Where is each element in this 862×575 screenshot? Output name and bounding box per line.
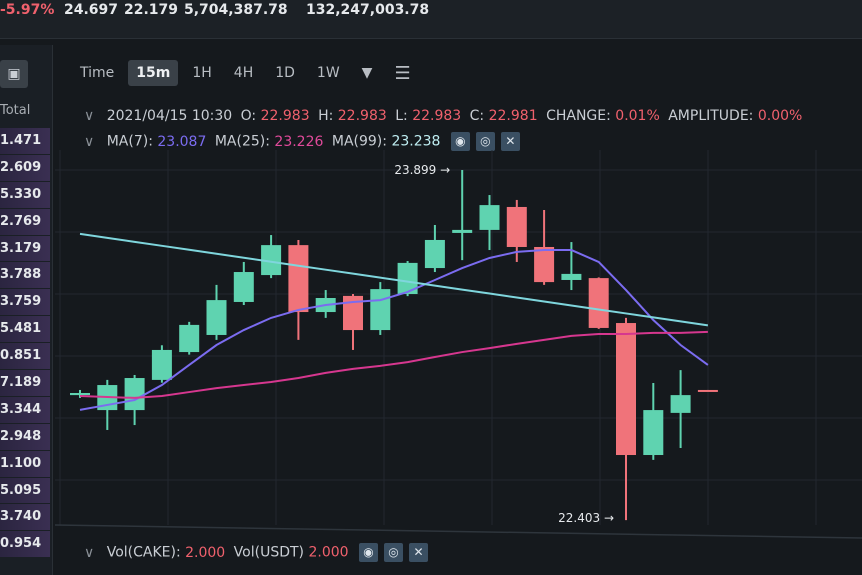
amplitude-value: 0.00%	[757, 108, 803, 124]
low-value: 22.983	[412, 108, 462, 124]
ticker-high: 24.697	[64, 2, 119, 18]
order-book-row[interactable]: 0.954	[0, 531, 50, 559]
interval-time[interactable]: Time	[80, 65, 115, 81]
order-book-row[interactable]: 5.330	[0, 181, 50, 209]
ticker-bar: -5.97% 24.697 22.179 5,704,387.78 132,24…	[0, 0, 862, 39]
candle-body	[588, 278, 609, 328]
candle-body	[616, 323, 636, 456]
close-value: 22.981	[488, 108, 538, 124]
candle-body	[70, 393, 90, 396]
order-book-rows: 1.471 2.609 5.330 2.769 3.179 3.788 3.759 5.481…	[0, 128, 50, 559]
interval-15m[interactable]: 15m	[128, 60, 179, 86]
candle-body	[506, 206, 527, 247]
order-book-row[interactable]: 3.740	[0, 504, 50, 532]
order-book-row[interactable]: 7.189	[0, 370, 50, 397]
change-value: 0.01%	[615, 108, 660, 124]
ma25-value: 23.226	[274, 133, 324, 150]
order-book-row[interactable]: 3.179	[0, 235, 50, 263]
order-book: ▣ Total 1.471 2.609 5.330 2.769 3.179 3.788 3.…	[0, 45, 53, 575]
candle-body	[534, 246, 555, 283]
candle-body	[151, 349, 172, 380]
high-label: H:	[318, 108, 334, 124]
chevron-down-icon[interactable]: ∨	[84, 108, 95, 124]
candle-body	[670, 395, 691, 413]
amplitude-label: AMPLITUDE:	[668, 108, 754, 124]
ma7-value: 23.087	[157, 133, 207, 150]
ohlc-legend: ∨ 2021/04/15 10:30 O: 22.983 H: 22.983 L…	[84, 108, 802, 124]
order-book-row[interactable]: 2.948	[0, 423, 50, 451]
ticker-volume-quote: 132,247,003.78	[306, 2, 430, 18]
candle-body	[288, 245, 309, 313]
order-book-row[interactable]: 0.851	[0, 343, 50, 371]
change-label: CHANGE:	[546, 108, 611, 124]
order-book-row[interactable]: 1.471	[0, 128, 50, 155]
chevron-down-icon[interactable]: ∨	[84, 544, 95, 561]
ticker-change: -5.97%	[0, 2, 55, 18]
sliders-icon[interactable]: ☰	[394, 62, 411, 84]
order-book-row[interactable]: 3.344	[0, 396, 50, 424]
candle-body	[452, 229, 473, 233]
order-book-row[interactable]: 2.609	[0, 154, 50, 182]
candle-body	[261, 245, 282, 276]
open-label: O:	[240, 108, 257, 124]
candle-body	[343, 295, 363, 331]
candle-body	[397, 262, 418, 295]
low-label: L:	[395, 108, 408, 124]
ohlc-date: 2021/04/15 10:30	[106, 108, 233, 124]
ma-line-ma25	[79, 330, 708, 399]
open-value: 22.983	[260, 108, 310, 124]
close-label: C:	[469, 108, 485, 124]
candle-body	[370, 289, 391, 331]
candle-body	[124, 378, 145, 411]
price-annotation: 23.899 →	[394, 163, 450, 177]
order-book-row[interactable]: 3.788	[0, 262, 50, 290]
order-book-header: Total	[0, 103, 31, 118]
ma-legend: ∨ MA(7): 23.087 MA(25): 23.226 MA(99): 2…	[84, 132, 520, 151]
ma-line-ma99	[79, 232, 709, 327]
close-icon[interactable]: ✕	[409, 543, 429, 562]
ma-line-ma7	[79, 249, 709, 411]
close-icon[interactable]: ✕	[500, 132, 520, 151]
candle-body	[424, 239, 445, 269]
ma25-label: MA(25):	[214, 133, 270, 150]
caret-down-icon[interactable]: ▼	[361, 65, 373, 81]
ma99-label: MA(99):	[331, 133, 387, 150]
volume-legend: ∨ Vol(CAKE): 2.000 Vol(USDT) 2.000 ◉ ◎ ✕	[84, 543, 429, 562]
candle-body	[206, 300, 227, 335]
order-book-icon[interactable]: ▣	[0, 60, 28, 88]
vol-usdt-value: 2.000	[308, 544, 349, 561]
settings-icon[interactable]: ◎	[384, 543, 404, 562]
ma99-value: 23.238	[391, 133, 441, 150]
high-value: 22.983	[337, 108, 387, 124]
vol-cake-label: Vol(CAKE):	[106, 544, 181, 561]
order-book-row[interactable]: 2.769	[0, 208, 50, 236]
order-book-row[interactable]: 5.481	[0, 316, 50, 344]
candle-body	[179, 324, 200, 353]
order-book-row[interactable]: 1.100	[0, 450, 50, 478]
interval-1d[interactable]: 1D	[275, 65, 295, 81]
candle-body	[561, 273, 582, 280]
interval-1h[interactable]: 1H	[192, 65, 212, 81]
interval-4h[interactable]: 4H	[233, 65, 254, 81]
candle-body	[479, 205, 500, 230]
order-book-row[interactable]: 5.095	[0, 477, 50, 505]
ticker-volume-base: 5,704,387.78	[184, 2, 288, 18]
interval-toolbar: Time 15m 1H 4H 1D 1W ▼ ☰	[72, 58, 419, 88]
candle-body	[643, 410, 664, 456]
eye-icon[interactable]: ◉	[450, 132, 470, 151]
order-book-row[interactable]: 3.759	[0, 289, 50, 317]
candle-body	[233, 272, 254, 302]
interval-1w[interactable]: 1W	[316, 65, 340, 81]
price-annotation: 22.403 →	[558, 511, 614, 525]
volume-pane-divider	[54, 524, 862, 539]
vol-usdt-label: Vol(USDT)	[233, 544, 305, 561]
candle-body	[697, 389, 718, 392]
ma7-label: MA(7):	[106, 133, 153, 150]
chevron-down-icon[interactable]: ∨	[84, 133, 95, 150]
settings-icon[interactable]: ◎	[475, 132, 495, 151]
ticker-low: 22.179	[124, 2, 179, 18]
eye-icon[interactable]: ◉	[359, 543, 379, 562]
vol-cake-value: 2.000	[185, 544, 226, 561]
